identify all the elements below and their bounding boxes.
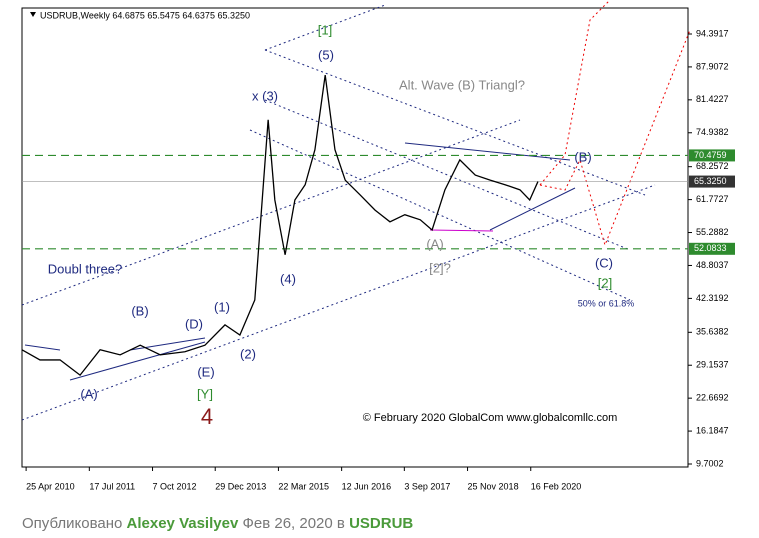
y-tick-label: 22.6692 — [696, 393, 729, 403]
annotation: [2]? — [429, 260, 451, 275]
author-link[interactable]: Alexey Vasilyev — [126, 515, 239, 532]
plot-frame — [21, 7, 689, 468]
y-tick-label: 55.2882 — [696, 227, 729, 237]
footer-date: Фев 26, 2020 в — [242, 515, 345, 532]
x-tick-label: 22 Mar 2015 — [278, 481, 329, 491]
x-tick-label: 25 Apr 2010 — [26, 481, 75, 491]
y-tick-label: 9.7002 — [696, 458, 724, 468]
footer-prefix: Опубликовано — [22, 515, 123, 532]
y-tick-label: 81.4227 — [696, 94, 729, 104]
annotation: 4 — [201, 404, 213, 429]
y-tick-label: 74.9382 — [696, 127, 729, 137]
level-box — [689, 242, 735, 255]
annotation: (C) — [595, 255, 613, 270]
level-box — [689, 149, 735, 162]
annotation: [1] — [318, 22, 332, 37]
annotation: [Y] — [197, 386, 213, 401]
annotation: Doubl three? — [48, 261, 122, 276]
y-tick-label: 35.6382 — [696, 327, 729, 337]
level-label: 65.3250 — [694, 176, 727, 186]
x-tick-label: 25 Nov 2018 — [468, 481, 519, 491]
y-tick-label: 48.8037 — [696, 260, 729, 270]
y-tick-label: 16.1847 — [696, 425, 729, 435]
annotation: (E) — [197, 364, 214, 379]
x-tick-label: 29 Dec 2013 — [215, 481, 266, 491]
level-label: 70.4759 — [694, 150, 727, 160]
y-tick-label: 94.3917 — [696, 28, 729, 38]
x-tick-label: 7 Oct 2012 — [153, 481, 197, 491]
annotation: (4) — [280, 271, 296, 286]
chart-title: USDRUB,Weekly 64.6875 65.5475 64.6375 65… — [40, 10, 250, 20]
annotation: (5) — [318, 47, 334, 62]
annotation: 50% or 61.8% — [578, 298, 635, 308]
annotation: (B) — [131, 303, 148, 318]
y-tick-label: 42.3192 — [696, 293, 729, 303]
annotation: (1) — [214, 299, 230, 314]
annotation: (D) — [185, 316, 203, 331]
annotation: (B) — [574, 149, 591, 164]
y-tick-label: 61.7727 — [696, 194, 729, 204]
symbol-link[interactable]: USDRUB — [349, 515, 414, 532]
annotation: x (3) — [252, 88, 278, 103]
level-box — [689, 175, 735, 188]
annotation: Alt. Wave (B) Triangl? — [399, 77, 525, 92]
trend-lines — [21, 0, 691, 421]
annotation: © February 2020 GlobalCom www.globalcoml… — [363, 412, 617, 424]
title-icon — [30, 12, 36, 17]
annotation: [2] — [598, 275, 612, 290]
chart: USDRUB,Weekly 64.6875 65.5475 64.6375 65… — [21, 0, 735, 491]
x-tick-label: 16 Feb 2020 — [531, 481, 582, 491]
level-label: 52.0833 — [694, 243, 727, 253]
x-tick-label: 3 Sep 2017 — [404, 481, 450, 491]
x-tick-label: 12 Jun 2016 — [342, 481, 392, 491]
y-tick-label: 87.9072 — [696, 61, 729, 71]
annotation: (A) — [426, 236, 443, 251]
footer: Опубликовано Alexey Vasilyev Фев 26, 202… — [22, 515, 413, 532]
annotation: (A) — [80, 386, 97, 401]
x-tick-label: 17 Jul 2011 — [89, 481, 135, 491]
price-line — [21, 74, 539, 377]
y-tick-label: 68.2572 — [696, 161, 729, 171]
annotation: (2) — [240, 346, 256, 361]
y-tick-label: 29.1537 — [696, 360, 729, 370]
